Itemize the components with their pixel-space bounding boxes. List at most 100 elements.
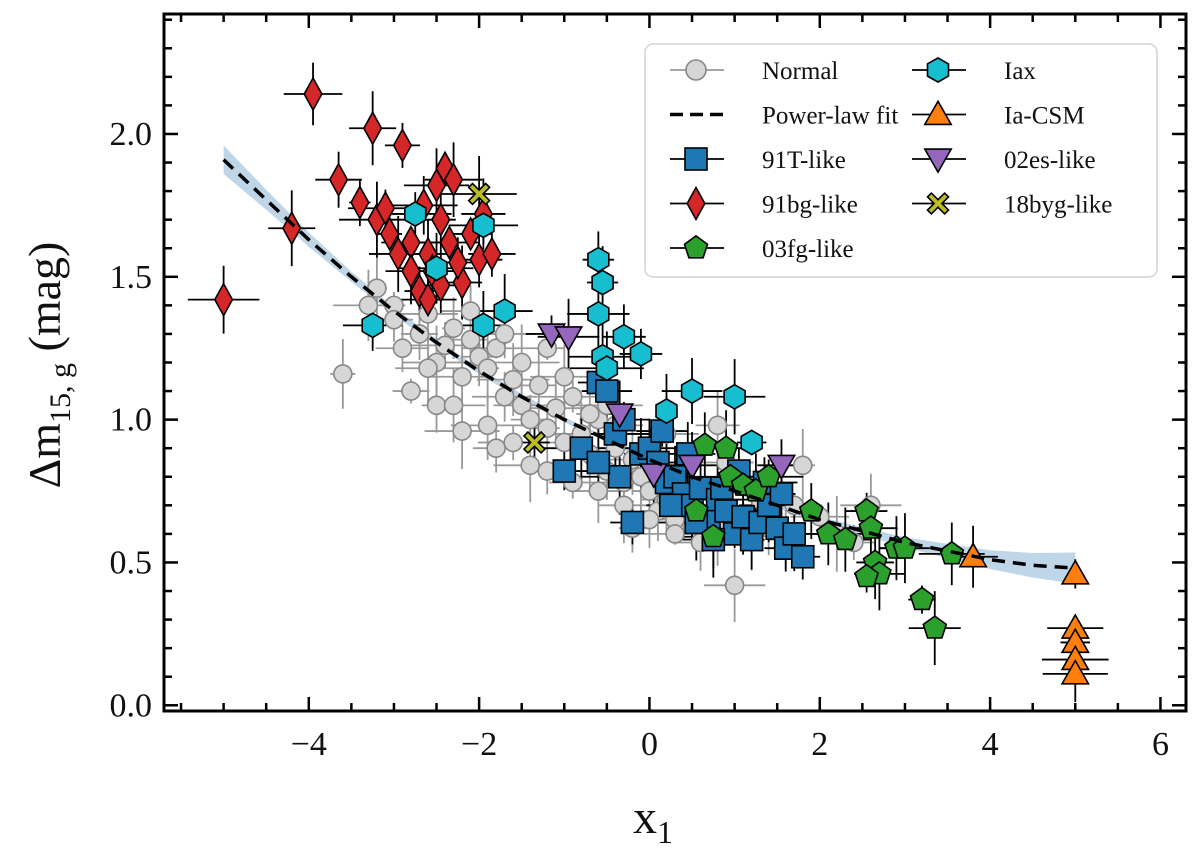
y-tick-label: 0.0 [110, 687, 153, 724]
fg03-point [700, 523, 726, 548]
bg91-point [431, 202, 451, 238]
normal-point [452, 366, 472, 387]
iax-point [361, 312, 384, 339]
iax-point [655, 398, 678, 425]
bg91-point [362, 110, 383, 146]
legend-label: Ia-CSM [1004, 103, 1085, 130]
normal-point [580, 404, 600, 424]
iax-point [740, 429, 763, 456]
normal-point [494, 324, 515, 344]
normal-point [554, 366, 575, 387]
normal-point [520, 409, 541, 430]
byg18-point [467, 182, 491, 206]
normal-point [392, 338, 413, 359]
legend-label: Power-law fit [762, 103, 898, 130]
legend-fg03-swatch [683, 234, 709, 259]
legend-label: 02es-like [1004, 147, 1096, 174]
x-axis-label: x1 [633, 791, 673, 849]
normal-point [460, 329, 481, 350]
legend-label: 91T-like [762, 147, 846, 174]
fg03-point [798, 497, 824, 522]
legend-label: 18byg-like [1004, 192, 1112, 219]
iax-point [591, 269, 614, 296]
iax-point [629, 340, 653, 367]
es02-point [639, 463, 669, 489]
legend-label: 91bg-like [762, 192, 858, 219]
legend-entry: Ia-CSM [912, 99, 1085, 130]
bg91-point [392, 127, 413, 164]
es02-point [553, 326, 584, 352]
legend-label: Normal [762, 58, 838, 85]
normal-point [409, 324, 430, 344]
legend-entry: 03fg-like [670, 234, 854, 263]
legend-entry: 18byg-like [912, 192, 1112, 219]
bg91-point [435, 150, 455, 186]
bg91-point [388, 236, 408, 272]
t91-point [607, 464, 632, 489]
normal-point [452, 421, 472, 441]
normal-point [333, 364, 353, 384]
fg03-point [858, 515, 884, 539]
x-tick-label: −2 [461, 726, 497, 763]
legend-box [644, 43, 1158, 278]
legend-label: 03fg-like [762, 236, 854, 263]
t91-point [650, 419, 675, 443]
t91-point [552, 459, 577, 483]
bg91-point [213, 282, 234, 318]
iax-point [587, 300, 610, 327]
normal-point [384, 309, 404, 330]
csm-point [1060, 559, 1090, 585]
t91-point [595, 379, 619, 403]
normal-point [792, 455, 813, 476]
bg91-point [379, 216, 400, 252]
normal-point [443, 318, 464, 339]
legend-entry: 91T-like [670, 147, 846, 174]
fg03-point [909, 586, 935, 611]
es02-point [605, 403, 635, 429]
normal-point [418, 358, 438, 379]
power-law-fit-line [222, 158, 1076, 570]
bg91-point [303, 76, 323, 112]
iax-point [425, 255, 448, 282]
normal-point [545, 398, 566, 419]
normal-point [528, 375, 549, 396]
x-tick-label: 0 [641, 726, 658, 763]
fg03-point [922, 615, 948, 639]
legend-bg91-swatch [686, 185, 706, 222]
normal-point [401, 381, 421, 401]
iax-point [680, 378, 704, 405]
fg03-point [854, 563, 880, 588]
legend-entry: 02es-like [912, 147, 1096, 174]
normal-point [665, 524, 685, 544]
t91-point [586, 450, 611, 475]
iax-point [612, 323, 636, 350]
normal-point [426, 395, 447, 416]
normal-point [358, 295, 379, 316]
bg91-point [439, 224, 460, 261]
csm-point [1060, 659, 1090, 685]
y-axis-label: Δm15, g (mag) [19, 242, 77, 489]
normal-point [367, 278, 387, 299]
x-tick-label: 4 [982, 726, 999, 763]
normal-point [503, 369, 523, 390]
normal-point [477, 415, 498, 436]
es02-point [766, 454, 797, 481]
iax-point [595, 355, 619, 382]
iax-point [403, 200, 427, 228]
t91-point [782, 522, 807, 546]
fg03-point [683, 497, 709, 522]
normal-point [520, 455, 541, 476]
y-tick-label: 1.5 [110, 259, 153, 296]
legend-entry: Normal [670, 58, 838, 85]
normal-point [724, 575, 745, 596]
legend-csm-swatch [923, 99, 953, 126]
fg03-point [713, 435, 739, 459]
normal-point [486, 338, 506, 359]
legend-label: Iax [1004, 58, 1036, 85]
iax-point [723, 383, 746, 410]
y-tick-label: 2.0 [110, 116, 153, 153]
normal-point [511, 352, 532, 373]
legend-es02-swatch [923, 148, 953, 174]
